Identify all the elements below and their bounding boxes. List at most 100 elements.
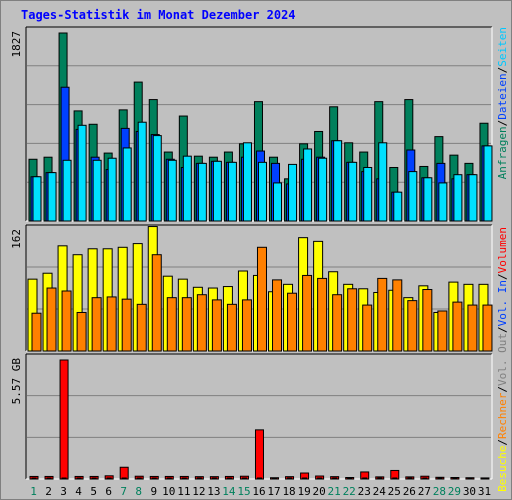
bar-vol-in [181, 477, 187, 480]
bar-vol-in [332, 477, 338, 480]
bar-seiten [242, 142, 252, 222]
x-tick-label: 2 [45, 485, 52, 498]
bar-vol-in [226, 477, 232, 480]
bar-rechner [211, 299, 222, 352]
bar-rechner [317, 277, 328, 352]
bar-rechner [121, 298, 132, 352]
bar-vol-in [362, 477, 368, 480]
x-tick-label: 3 [60, 485, 67, 498]
x-tick-label: 18 [282, 485, 295, 498]
bar-vol-in [467, 477, 473, 480]
x-tick-label: 12 [192, 485, 205, 498]
bar-vol-in [347, 477, 353, 480]
bar-vol-in [407, 477, 413, 480]
bar-rechner [181, 297, 192, 352]
x-tick-label: 16 [252, 485, 265, 498]
bar-seiten [468, 174, 478, 222]
bar-seiten [122, 147, 132, 222]
legend-entry: Rechner [496, 392, 509, 439]
bar-seiten [423, 177, 433, 222]
x-tick-label: 30 [463, 485, 476, 498]
bar-seiten [62, 159, 72, 222]
bar-seiten [257, 161, 267, 222]
legend-entry: / [496, 273, 509, 280]
bar-seiten [152, 135, 162, 222]
bar-rechner [332, 294, 343, 352]
bar-rechner [196, 294, 207, 352]
x-tick-label: 11 [177, 485, 190, 498]
x-tick-label: 7 [120, 485, 127, 498]
bar-rechner [467, 304, 478, 352]
bar-rechner [287, 292, 298, 352]
bar-rechner [151, 254, 162, 352]
bar-vol-in [136, 477, 142, 480]
bar-rechner [347, 288, 358, 352]
legend-entry: Vol. Out [496, 333, 509, 386]
bar-rechner [407, 300, 418, 352]
bar-seiten [288, 163, 298, 222]
bar-seiten [318, 157, 328, 222]
legend-entry: Seiten [496, 27, 509, 67]
bar-seiten [348, 161, 358, 222]
legend-entry: Besuche [496, 446, 509, 492]
x-tick-label: 19 [297, 485, 310, 498]
bar-seiten [77, 124, 87, 222]
bar-seiten [137, 121, 147, 222]
bar-vol-in [121, 477, 127, 480]
bar-vol-in [272, 477, 278, 480]
bar-vol-in [377, 477, 383, 480]
bar-rechner [136, 303, 147, 352]
x-tick-label: 29 [448, 485, 461, 498]
x-tick-label: 8 [135, 485, 142, 498]
x-tick-label: 1 [30, 485, 37, 498]
bar-vol-in [211, 477, 217, 480]
x-tick-label: 31 [478, 485, 491, 498]
bar-seiten [212, 160, 222, 222]
legend-entry: / [496, 326, 509, 333]
bar-rechner [256, 246, 267, 352]
bar-rechner [226, 303, 237, 352]
bar-seiten [408, 171, 418, 222]
bar-seiten [483, 145, 493, 222]
bar-rechner [241, 299, 252, 352]
x-tick-label: 15 [237, 485, 250, 498]
y-max-label-visits: 162 [10, 229, 23, 249]
legend-requests-files-pages: Anfragen/Dateien/Seiten [496, 27, 509, 179]
x-tick-label: 27 [418, 485, 431, 498]
x-tick-label: 23 [358, 485, 371, 498]
x-tick-label: 13 [207, 485, 220, 498]
x-tick-label: 25 [388, 485, 401, 498]
bar-rechner [61, 290, 72, 352]
bar-seiten [363, 166, 373, 222]
bar-seiten [47, 172, 57, 222]
bar-rechner [46, 287, 57, 352]
bar-vol-in [196, 477, 202, 480]
bar-vol-in [91, 477, 97, 480]
bar-seiten [107, 157, 117, 222]
bar-rechner [362, 304, 373, 352]
bar-vol-in [61, 477, 67, 480]
bar-volumen [119, 466, 129, 480]
bar-vol-in [76, 477, 82, 480]
bar-rechner [91, 297, 102, 352]
bar-vol-in [166, 477, 172, 480]
bar-rechner [106, 296, 117, 352]
legend-entry: Volumen [496, 227, 509, 273]
legend-entry: / [496, 67, 509, 74]
bar-rechner [31, 312, 42, 352]
x-tick-label: 26 [403, 485, 416, 498]
y-max-label-requests: 1827 [10, 31, 23, 58]
bar-seiten [453, 174, 463, 222]
x-tick-label: 21 [328, 485, 341, 498]
bar-seiten [197, 162, 207, 222]
bar-vol-in [437, 477, 443, 480]
legend-entry: Vol. In [496, 280, 509, 326]
bar-vol-in [46, 477, 52, 480]
legend-entry: / [496, 386, 509, 393]
legend-visits-hosts-volume: Besuche/Rechner/Vol. Out/Vol. In/Volumen [496, 227, 509, 492]
bar-vol-in [256, 477, 262, 480]
x-tick-label: 20 [313, 485, 326, 498]
bar-seiten [378, 142, 388, 222]
chart-title: Tages-Statistik im Monat Dezember 2024 [21, 8, 296, 22]
